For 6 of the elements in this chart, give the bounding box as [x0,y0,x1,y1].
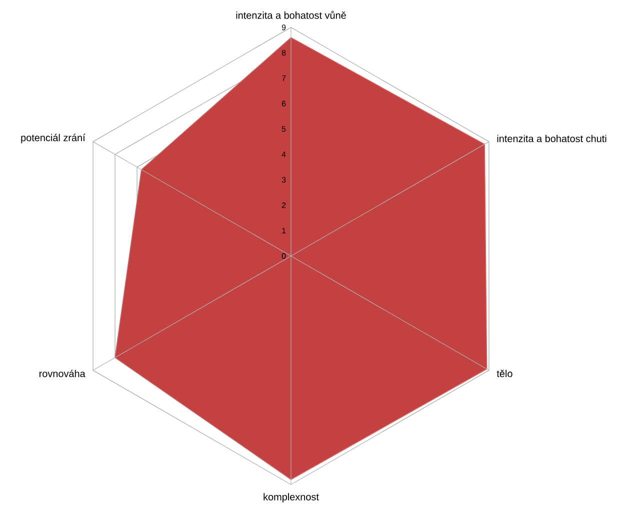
spoke-label: intenzita a bohatost chuti [497,134,606,142]
spoke-label: intenzita a bohatost vůně [236,10,346,19]
spoke-label: rovnováha [39,370,86,378]
spoke-label: potenciál zrání [21,134,86,144]
spoke-label: komplexnost [264,493,319,502]
spoke-label: tělo [496,370,512,378]
